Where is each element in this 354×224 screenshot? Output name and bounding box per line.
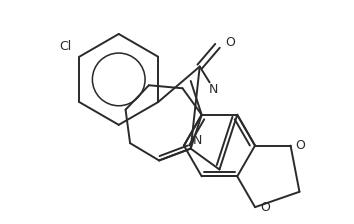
Text: N: N (209, 83, 218, 96)
Text: N: N (193, 134, 202, 147)
Text: O: O (296, 139, 306, 152)
Text: Cl: Cl (59, 40, 72, 53)
Text: O: O (260, 201, 270, 214)
Text: O: O (225, 36, 235, 49)
